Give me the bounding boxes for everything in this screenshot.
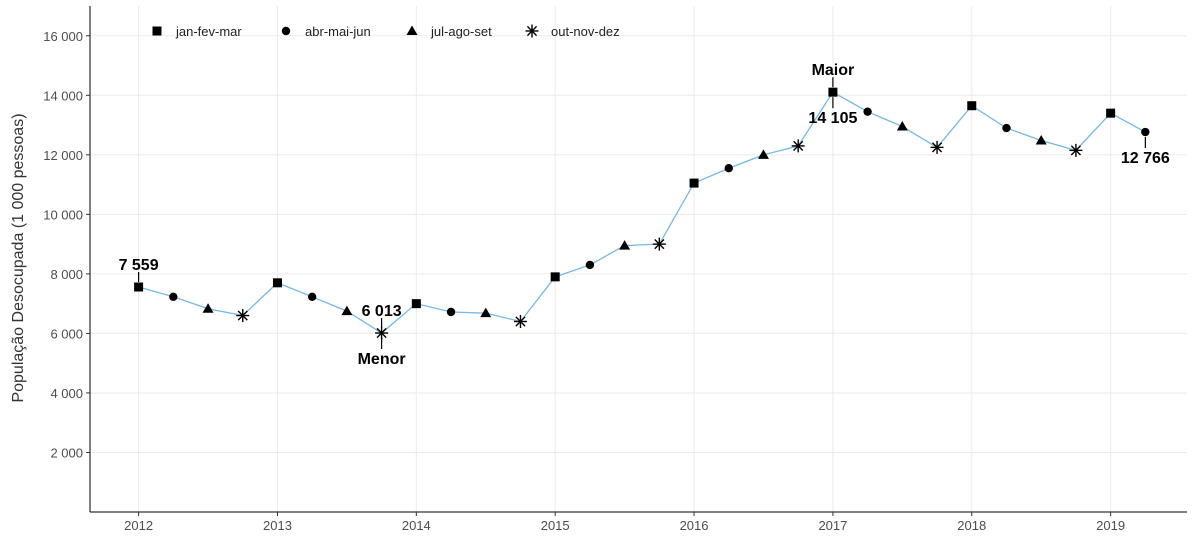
annotation-label: 7 559 [119, 257, 159, 274]
data-point-triangle [896, 121, 908, 131]
asterisk-stroke [237, 310, 248, 321]
data-point-square [689, 178, 699, 188]
data-points [134, 87, 1150, 340]
x-tick-label: 2019 [1096, 518, 1125, 533]
annotation-label: Menor [358, 351, 406, 368]
data-point-asterisk [236, 309, 250, 323]
annotation-label: 12 766 [1121, 150, 1170, 167]
data-point-asterisk [375, 326, 389, 340]
asterisk-stroke [1070, 145, 1082, 156]
data-point-circle [446, 307, 456, 317]
data-point-square [967, 101, 977, 111]
data-point-square [411, 299, 421, 309]
y-tick-label: 16 000 [43, 29, 83, 44]
y-axis-title: População Desocupada (1 000 pessoas) [10, 113, 27, 402]
x-tick-label: 2018 [957, 518, 986, 533]
legend-label: jan-fev-mar [175, 24, 242, 39]
data-point-circle [307, 292, 317, 302]
x-tick-label: 2017 [818, 518, 847, 533]
x-tick-label: 2013 [263, 518, 292, 533]
data-point-circle [1002, 123, 1011, 133]
data-point-triangle [757, 149, 769, 159]
legend: jan-fev-mar abr-mai-jun jul-ago-set out-nov… [152, 24, 620, 39]
legend-item: jul-ago-set [406, 24, 492, 39]
legend-marker-circle [281, 26, 291, 36]
legend-item: out-nov-dez [525, 24, 620, 39]
data-point-triangle [202, 303, 214, 313]
y-tick-label: 12 000 [43, 148, 83, 163]
x-tick-label: 2016 [680, 518, 709, 533]
legend-marker-asterisk [525, 24, 539, 38]
data-point-triangle [619, 240, 631, 250]
asterisk-stroke [515, 316, 526, 327]
legend-item: abr-mai-jun [281, 24, 371, 39]
data-point-asterisk [791, 139, 805, 153]
legend-item: jan-fev-mar [152, 24, 242, 39]
data-point-square [134, 282, 144, 292]
data-point-square [1106, 108, 1116, 118]
annotation-label: 6 013 [362, 303, 402, 320]
data-point-square [272, 278, 282, 288]
data-point-circle [585, 260, 595, 270]
y-tick-label: 14 000 [43, 88, 83, 103]
annotation-label: Maior [812, 62, 855, 79]
y-tick-label: 2 000 [50, 445, 83, 460]
x-tick-label: 2015 [541, 518, 570, 533]
data-point-circle [169, 292, 178, 302]
asterisk-stroke [376, 327, 387, 339]
y-tick-label: 10 000 [43, 207, 83, 222]
data-point-square [550, 272, 560, 282]
series-line [138, 91, 1146, 334]
data-point-asterisk [652, 237, 666, 251]
asterisk-stroke [793, 140, 804, 151]
data-point-square [828, 87, 838, 97]
data-point-asterisk [1069, 143, 1083, 157]
data-point-circle [863, 107, 872, 116]
y-tick-label: 4 000 [50, 386, 83, 401]
legend-label: out-nov-dez [551, 24, 620, 39]
asterisk-stroke [931, 142, 943, 153]
asterisk-stroke [526, 25, 538, 37]
x-tick-label: 2014 [402, 518, 431, 533]
data-point-triangle [1035, 135, 1047, 145]
legend-label: jul-ago-set [430, 24, 492, 39]
grid [90, 6, 1187, 512]
data-point-circle [1141, 127, 1150, 137]
y-tick-label: 6 000 [50, 326, 83, 341]
legend-label: abr-mai-jun [305, 24, 371, 39]
data-point-triangle [480, 307, 492, 318]
data-point-triangle [341, 305, 353, 316]
x-tick-label: 2012 [124, 518, 153, 533]
data-point-asterisk [930, 140, 944, 154]
annotations: 7 559 6 013 Menor Maior 14 105 12 766 [119, 62, 1170, 368]
series-polyline [138, 91, 1146, 334]
y-tick-label: 8 000 [50, 267, 83, 282]
asterisk-stroke [654, 239, 665, 250]
axes: 2012 2013 2014 2015 2016 2017 2018 2019 2 000 4 0… [43, 6, 1187, 533]
legend-marker-square [152, 26, 162, 36]
legend-marker-triangle [406, 25, 418, 35]
data-point-asterisk [513, 315, 527, 329]
annotation-label: 14 105 [808, 110, 857, 127]
data-point-circle [724, 164, 733, 173]
